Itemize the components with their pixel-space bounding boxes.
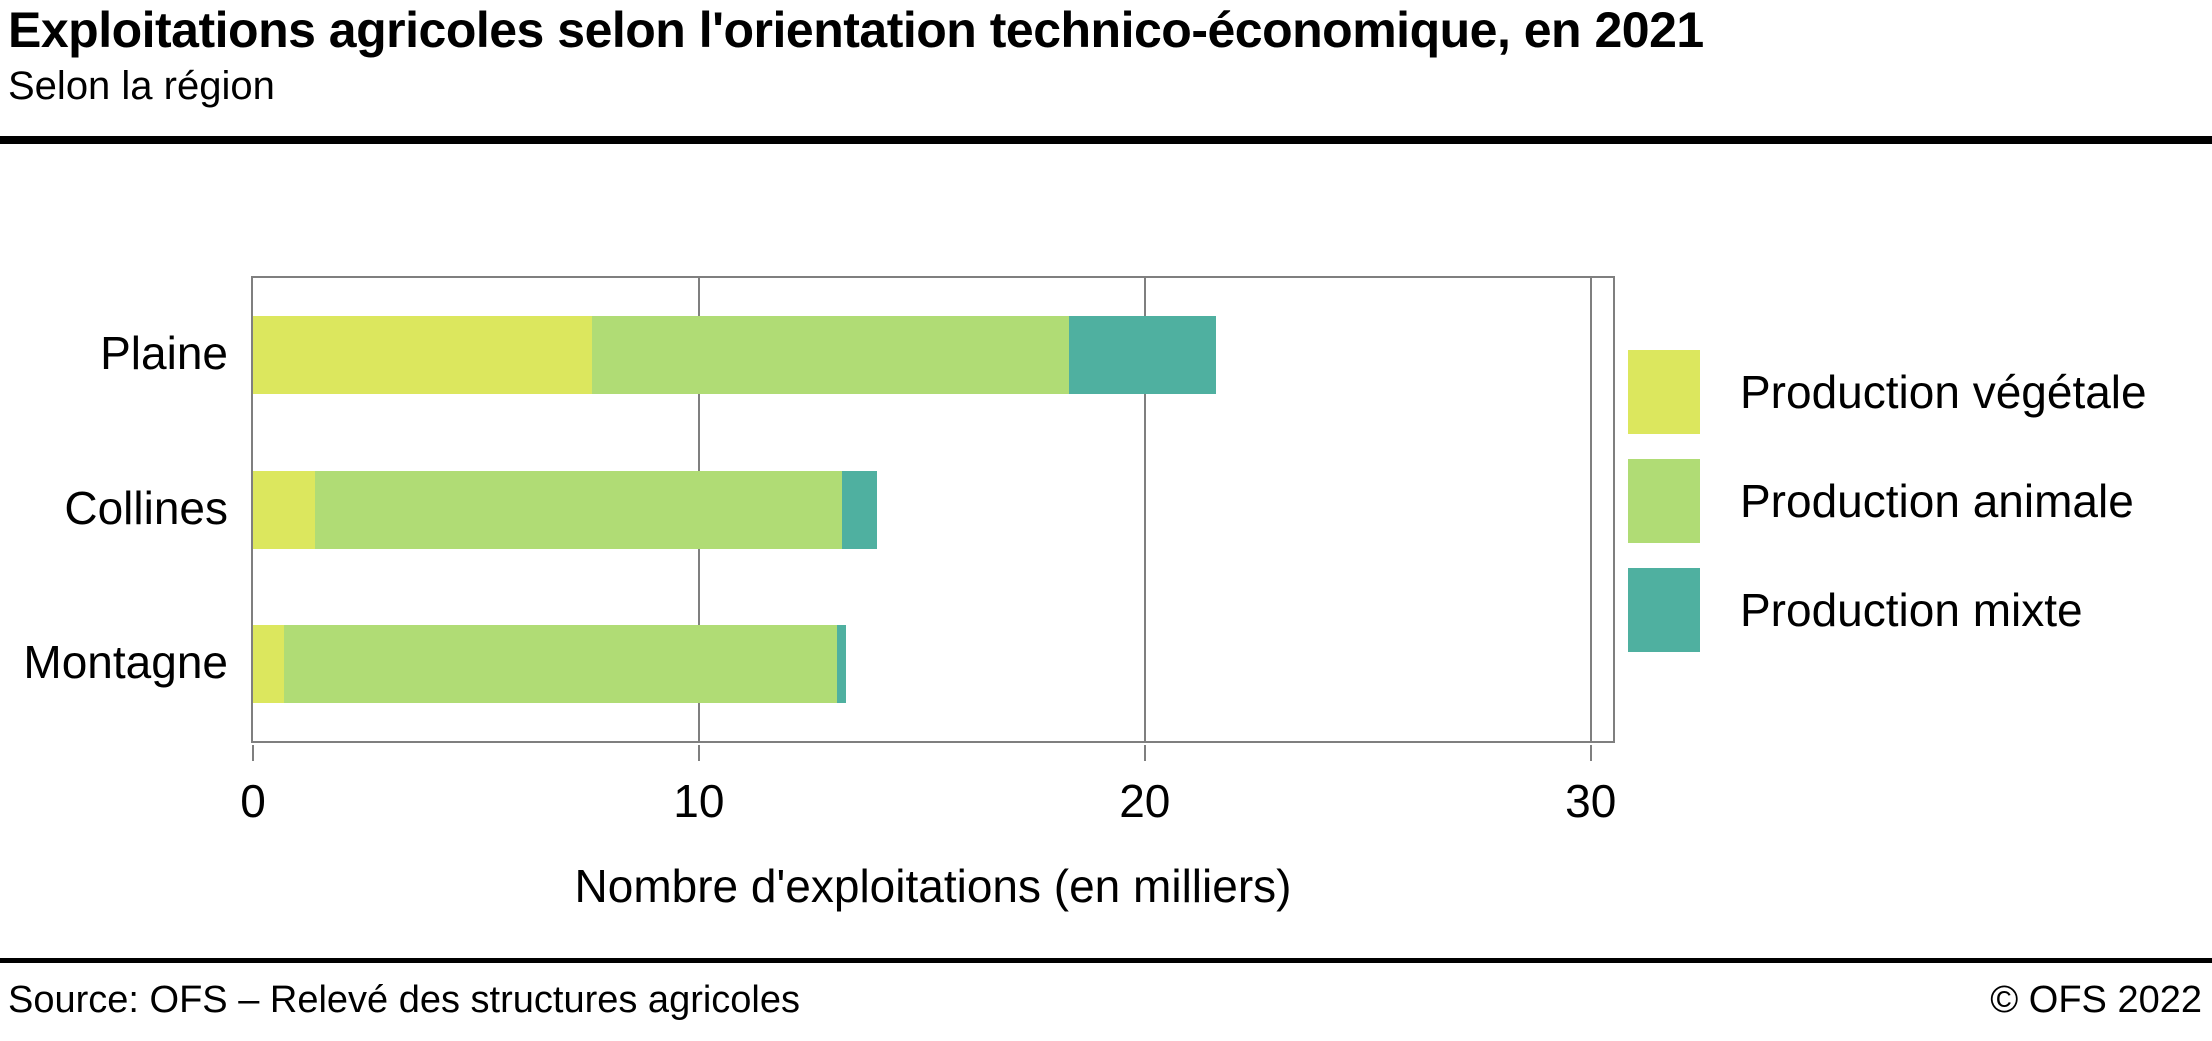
legend-label-production-vegetale: Production végétale [1740, 366, 2147, 418]
footer-rule [0, 958, 2212, 963]
legend-swatch-production-vegetale [1628, 350, 1700, 434]
category-label-montagne: Montagne [23, 635, 228, 688]
plot-area [251, 276, 1615, 743]
bar-segment-plaine-production-animale [591, 316, 1069, 395]
bar-segment-montagne-production-vegetale [253, 624, 285, 703]
bar-segment-collines-production-vegetale [253, 470, 316, 549]
page-subtitle: Selon la région [8, 64, 275, 108]
x-tick-label-20: 20 [1119, 775, 1171, 827]
legend-label-production-animale: Production animale [1740, 475, 2134, 527]
header-rule [0, 136, 2212, 144]
legend-swatch-production-mixte [1628, 568, 1700, 652]
x-tick-30 [1589, 745, 1592, 761]
x-tick-0 [252, 745, 254, 761]
x-tick-label-30: 30 [1565, 775, 1617, 827]
category-label-collines: Collines [64, 481, 228, 534]
x-tick-label-10: 10 [673, 775, 725, 827]
source-text: Source: OFS – Relevé des structures agri… [8, 979, 801, 1021]
bar-segment-collines-production-animale [315, 470, 842, 549]
category-label-plaine: Plaine [100, 327, 228, 380]
bar-segment-montagne-production-mixte [837, 624, 847, 703]
bar-segment-collines-production-mixte [841, 470, 878, 549]
gridline-30 [1589, 278, 1592, 741]
bar-segment-montagne-production-animale [284, 624, 838, 703]
x-tick-20 [1143, 745, 1146, 761]
x-tick-10 [697, 745, 700, 761]
x-axis-title: Nombre d'exploitations (en milliers) [574, 860, 1292, 912]
bar-segment-plaine-production-mixte [1069, 316, 1217, 395]
x-tick-label-0: 0 [240, 775, 266, 827]
gridline-20 [1143, 278, 1146, 741]
copyright-text: © OFS 2022 [1990, 979, 2202, 1021]
bar-segment-plaine-production-vegetale [253, 316, 592, 395]
page-title: Exploitations agricoles selon l'orientat… [8, 2, 1704, 58]
legend-swatch-production-animale [1628, 459, 1700, 543]
legend-label-production-mixte: Production mixte [1740, 584, 2083, 636]
